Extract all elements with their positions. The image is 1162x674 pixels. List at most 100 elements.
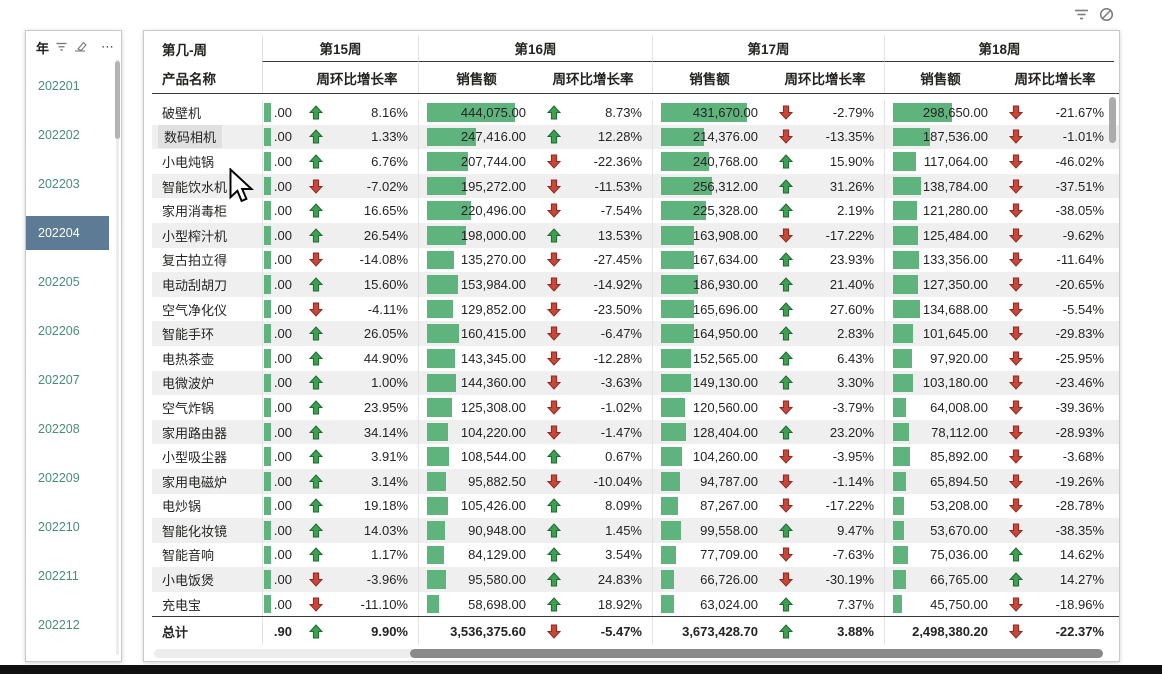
rate-cell[interactable]: -1.14% [766,469,884,494]
rate-cell[interactable]: 18.92% [534,592,652,617]
week15-sales-cell-cut[interactable]: .00 [262,468,296,494]
sales-cell[interactable]: 97,920.00 [884,345,996,371]
week15-sales-cell-cut[interactable]: .00 [262,419,296,445]
week15-sales-cell-cut[interactable]: .00 [262,247,296,273]
sales-cell[interactable]: 165,696.00 [652,296,766,322]
slicer-scrollbar-thumb[interactable] [115,61,120,139]
sales-cell[interactable]: 45,750.00 [884,591,996,617]
rate-cell[interactable]: 14.27% [996,567,1114,592]
rate-cell[interactable]: 6.43% [766,346,884,371]
rate-cell[interactable]: -46.02% [996,149,1114,174]
sales-cell[interactable]: 444,075.00 [418,100,534,125]
slicer-scrollbar-track[interactable] [116,59,119,655]
sales-cell[interactable]: 58,698.00 [418,591,534,617]
row-label[interactable]: 小型吸尘器 [162,450,228,466]
sales-cell[interactable]: 65,894.50 [884,468,996,494]
rate-cell[interactable]: -14.08% [296,248,418,273]
week-15-header[interactable]: 第15周 [262,35,418,62]
rate-cell[interactable]: -28.78% [996,494,1114,519]
rate-cell[interactable]: -11.64% [996,248,1114,273]
row-label[interactable]: 电热茶壶 [162,351,215,367]
more-options-icon[interactable]: ⋯ [101,39,115,54]
rate-cell[interactable]: 26.54% [296,223,418,248]
rate-cell[interactable]: 21.40% [766,272,884,297]
sales-cell[interactable]: 129,852.00 [418,296,534,322]
row-label[interactable]: 小电炖锅 [162,154,215,170]
rate-cell[interactable]: -29.83% [996,321,1114,346]
sales-cell[interactable]: 108,544.00 [418,444,534,469]
sales-cell[interactable]: 256,312.00 [652,173,766,199]
rate-cell[interactable]: -39.36% [996,395,1114,420]
week17-sales-header[interactable]: 销售额 [652,62,766,93]
rate-cell[interactable]: -3.79% [766,395,884,420]
sales-cell[interactable]: 138,784.00 [884,173,996,199]
rate-cell[interactable]: -3.68% [996,444,1114,469]
rate-cell[interactable]: -11.10% [296,592,418,617]
slicer-item-202209[interactable]: 202209 [26,453,115,502]
slicer-item-202204[interactable]: 202204 [26,208,115,257]
rate-cell[interactable]: 19.18% [296,494,418,519]
rate-cell[interactable]: -30.19% [766,567,884,592]
sales-cell[interactable]: 78,112.00 [884,419,996,445]
sales-cell[interactable]: 247,416.00 [418,124,534,150]
week15-rate-header[interactable]: 周环比增长率 [316,71,398,87]
row-label[interactable]: 破壁机 [162,105,202,121]
rate-cell[interactable]: 23.93% [766,248,884,273]
rate-cell[interactable]: 8.09% [534,494,652,519]
sales-cell[interactable]: 87,267.00 [652,493,766,519]
rate-cell[interactable]: -38.35% [996,518,1114,543]
row-label[interactable]: 家用路由器 [162,425,228,441]
week16-sales-header[interactable]: 销售额 [418,62,534,93]
rate-cell[interactable]: -19.26% [996,469,1114,494]
rate-cell[interactable]: 3.54% [534,543,652,568]
sales-cell[interactable]: 220,496.00 [418,198,534,223]
week15-sales-cell-cut[interactable]: .00 [262,296,296,322]
sales-cell[interactable]: 95,882.50 [418,468,534,494]
sales-cell[interactable]: 3,673,428.70 [652,617,766,646]
rate-cell[interactable]: -20.65% [996,272,1114,297]
rate-cell[interactable]: -18.96% [996,592,1114,617]
rate-cell[interactable]: 1.45% [534,518,652,543]
row-label[interactable]: 空气炸锅 [162,400,215,416]
sales-cell[interactable]: 66,726.00 [652,567,766,592]
sales-cell[interactable]: 134,688.00 [884,296,996,322]
sales-cell[interactable]: 207,744.00 [418,149,534,174]
slicer-item-202203[interactable]: 202203 [26,159,115,208]
week15-sales-cell-cut[interactable]: .00 [262,395,296,420]
rate-cell[interactable]: -17.22% [766,223,884,248]
filter-icon[interactable] [1074,8,1089,21]
slicer-item-202207[interactable]: 202207 [26,355,115,404]
rate-cell[interactable]: 14.03% [296,518,418,543]
slicer-item-202201[interactable]: 202201 [26,61,115,110]
sales-cell[interactable]: 94,787.00 [652,468,766,494]
eraser-icon[interactable] [74,40,87,55]
rate-cell[interactable]: 16.65% [296,198,418,223]
rate-cell[interactable]: -7.63% [766,543,884,568]
rate-cell[interactable]: 31.26% [766,174,884,199]
rate-cell[interactable]: -23.46% [996,371,1114,396]
week15-sales-cell-cut[interactable]: .00 [262,542,296,568]
rate-cell[interactable]: 14.62% [996,543,1114,568]
week-17-header[interactable]: 第17周 [652,35,884,62]
sales-cell[interactable]: 160,415.00 [418,321,534,346]
slicer-item-202211[interactable]: 202211 [26,551,115,600]
rate-cell[interactable]: 0.67% [534,444,652,469]
slicer-item-202202[interactable]: 202202 [26,110,115,159]
sales-cell[interactable]: 64,008.00 [884,395,996,420]
rate-cell[interactable]: 7.37% [766,592,884,617]
rate-cell[interactable]: -1.01% [996,125,1114,150]
rate-cell[interactable]: 13.53% [534,223,652,248]
row-label[interactable]: 智能音响 [162,548,215,564]
sales-cell[interactable]: 240,768.00 [652,149,766,174]
rate-cell[interactable]: 1.33% [296,125,418,150]
sales-cell[interactable]: 198,000.00 [418,222,534,248]
rate-cell[interactable]: -6.47% [534,321,652,346]
horizontal-scrollbar-track[interactable] [154,649,1103,658]
vertical-scrollbar-thumb[interactable] [1109,97,1116,143]
sales-cell[interactable]: 153,984.00 [418,272,534,297]
sales-cell[interactable]: 77,709.00 [652,542,766,568]
week15-sales-cell-cut[interactable]: .00 [262,124,296,150]
rate-cell[interactable]: -14.92% [534,272,652,297]
row-label[interactable]: 家用消毒柜 [162,204,228,220]
sales-cell[interactable]: 3,536,375.60 [418,617,534,646]
